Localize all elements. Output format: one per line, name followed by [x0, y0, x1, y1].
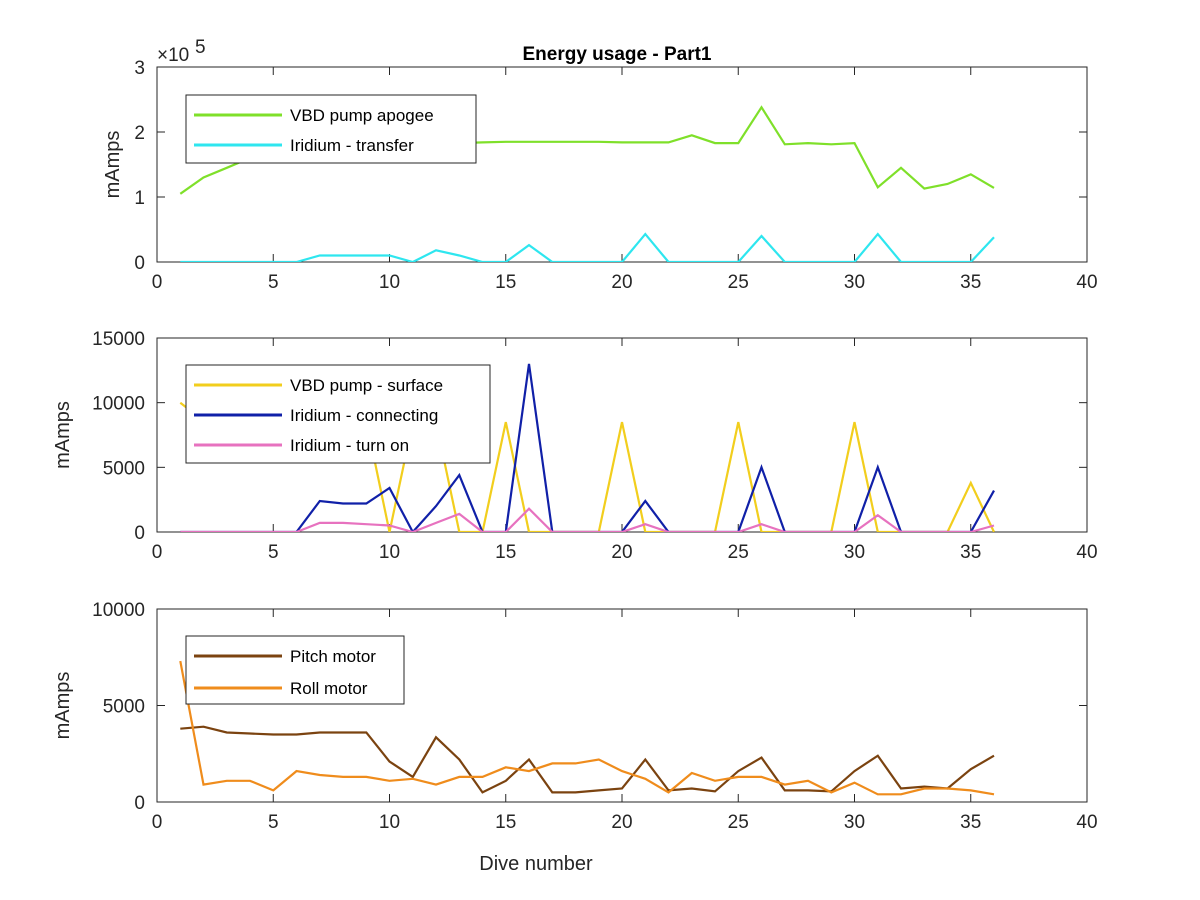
legend-label-vbd-pump-apogee: VBD pump apogee	[290, 106, 434, 125]
legend: VBD pump - surface Iridium - connecting Ir…	[185, 364, 491, 464]
x-axis-label: Dive number	[479, 853, 593, 875]
x-tick-label: 20	[611, 542, 632, 563]
y-axis-label: mAmps	[52, 672, 74, 740]
legend-label-iridium-turn-on: Iridium - turn on	[290, 436, 409, 455]
chart-panel-1: 0 5 10 15 20 25 30 35 40 0 1 2 3 ×10 5 mAmps Energy usag…	[102, 37, 1098, 293]
legend-box	[185, 635, 405, 705]
x-tick-label: 5	[268, 272, 279, 293]
x-tick-label: 40	[1076, 272, 1097, 293]
x-tick-label: 25	[728, 272, 749, 293]
chart-panel-3: 0 5 10 15 20 25 30 35 40 0 5000 10000 mAmps Dive numb…	[52, 600, 1098, 875]
y-tick-label: 5000	[103, 697, 145, 718]
x-tick-label: 5	[268, 812, 279, 833]
legend-label-iridium-transfer: Iridium - transfer	[290, 136, 414, 155]
legend: VBD pump apogee Iridium - transfer	[185, 94, 477, 164]
legend-label-roll-motor: Roll motor	[290, 679, 368, 698]
x-tick-label: 0	[152, 272, 163, 293]
y-tick-label: 5000	[103, 458, 145, 479]
x-tick-label: 40	[1076, 812, 1097, 833]
x-tick-label: 20	[611, 272, 632, 293]
x-tick-label: 10	[379, 272, 400, 293]
x-tick-label: 30	[844, 812, 865, 833]
series-line-iridium-connecting	[180, 363, 995, 532]
y-tick-label: 3	[134, 58, 145, 79]
x-tick-label: 30	[844, 272, 865, 293]
x-tick-label: 10	[379, 542, 400, 563]
y-exponent-label: ×10	[157, 45, 189, 66]
x-tick-label: 10	[379, 812, 400, 833]
y-tick-label: 10000	[92, 394, 145, 415]
x-tick-label: 0	[152, 812, 163, 833]
x-tick-label: 35	[960, 812, 981, 833]
y-tick-label: 0	[134, 793, 145, 814]
x-tick-label: 15	[495, 272, 516, 293]
legend-box	[185, 94, 477, 164]
legend-label-vbd-pump-surface: VBD pump - surface	[290, 376, 443, 395]
series-line-roll-motor	[179, 660, 995, 796]
x-tick-label: 25	[728, 812, 749, 833]
chart-title: Energy usage - Part1	[522, 44, 711, 65]
y-tick-label: 15000	[92, 329, 145, 350]
x-tick-label: 20	[611, 812, 632, 833]
x-tick-label: 35	[960, 542, 981, 563]
series-line-pitch-motor	[180, 725, 995, 794]
x-tick-label: 30	[844, 542, 865, 563]
series-line-iridium-turn-on	[180, 507, 995, 532]
legend-label-iridium-connecting: Iridium - connecting	[290, 406, 438, 425]
x-tick-label: 15	[495, 812, 516, 833]
y-tick-label: 2	[134, 123, 145, 144]
y-axis-label: mAmps	[52, 401, 74, 469]
y-axis-label: mAmps	[102, 131, 124, 199]
series-group	[179, 660, 995, 796]
x-tick-label: 0	[152, 542, 163, 563]
x-tick-label: 25	[728, 542, 749, 563]
legend: Pitch motor Roll motor	[185, 635, 405, 705]
chart-panel-2: 0 5 10 15 20 25 30 35 40 0 5000 10000 15000 mAmps VBD …	[52, 329, 1098, 563]
y-tick-label: 0	[134, 253, 145, 274]
y-tick-label: 1	[134, 188, 145, 209]
y-tick-label: 0	[134, 523, 145, 544]
x-tick-label: 15	[495, 542, 516, 563]
series-line-iridium-transfer	[180, 232, 995, 262]
y-tick-label: 10000	[92, 600, 145, 621]
legend-label-pitch-motor: Pitch motor	[290, 647, 376, 666]
y-exponent-power: 5	[195, 37, 206, 58]
x-tick-label: 5	[268, 542, 279, 563]
x-tick-label: 35	[960, 272, 981, 293]
x-tick-label: 40	[1076, 542, 1097, 563]
